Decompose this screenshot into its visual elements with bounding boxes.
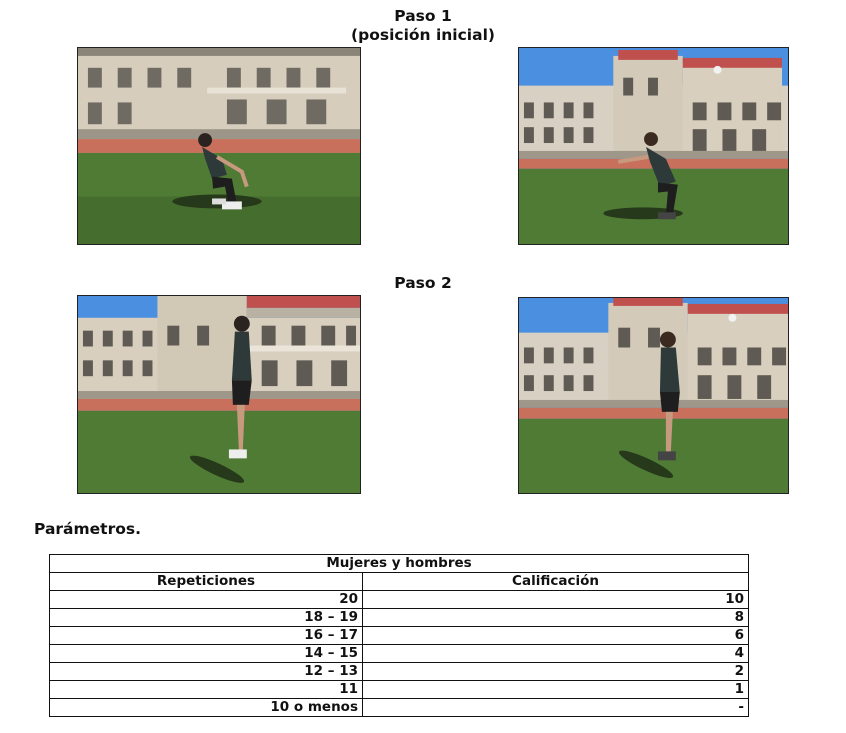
table-row: 11 1 <box>49 680 749 699</box>
table-header-row: Repeticiones Calificación <box>49 572 749 591</box>
score-cell: 8 <box>362 608 749 627</box>
man-jump-photo <box>518 297 789 494</box>
table-row: 16 – 17 6 <box>49 626 749 645</box>
reps-cell: 10 o menos <box>49 698 363 717</box>
reps-cell: 11 <box>49 680 363 699</box>
table-row: 14 – 15 4 <box>49 644 749 663</box>
score-cell: 4 <box>362 644 749 663</box>
reps-cell: 12 – 13 <box>49 662 363 681</box>
score-cell: 1 <box>362 680 749 699</box>
woman-jump-photo <box>77 295 361 494</box>
reps-cell: 14 – 15 <box>49 644 363 663</box>
man-squat-image <box>519 48 788 244</box>
reps-cell: 18 – 19 <box>49 608 363 627</box>
repetitions-header: Repeticiones <box>49 572 363 591</box>
scoring-table: Mujeres y hombres Repeticiones Calificac… <box>49 554 749 717</box>
table-row: 18 – 19 8 <box>49 608 749 627</box>
step-1-title: Paso 1 (posición inicial) <box>0 7 846 45</box>
score-header: Calificación <box>362 572 749 591</box>
score-cell: 2 <box>362 662 749 681</box>
step-1-subtitle: (posición inicial) <box>351 26 495 44</box>
score-cell: 6 <box>362 626 749 645</box>
table-row: 12 – 13 2 <box>49 662 749 681</box>
reps-cell: 16 – 17 <box>49 626 363 645</box>
group-header: Mujeres y hombres <box>49 554 749 573</box>
table-row: 20 10 <box>49 590 749 609</box>
parameters-title: Parámetros. <box>34 520 141 538</box>
woman-jump-image <box>78 296 360 493</box>
step-2-title: Paso 2 <box>394 274 452 292</box>
step-1-label: Paso 1 <box>394 7 452 25</box>
woman-squat-photo <box>77 47 361 245</box>
table-group-header-row: Mujeres y hombres <box>49 554 749 573</box>
woman-squat-image <box>78 48 360 244</box>
man-squat-photo <box>518 47 789 245</box>
score-cell: 10 <box>362 590 749 609</box>
reps-cell: 20 <box>49 590 363 609</box>
score-cell: - <box>362 698 749 717</box>
man-jump-image <box>519 298 788 493</box>
table-row: 10 o menos - <box>49 698 749 717</box>
